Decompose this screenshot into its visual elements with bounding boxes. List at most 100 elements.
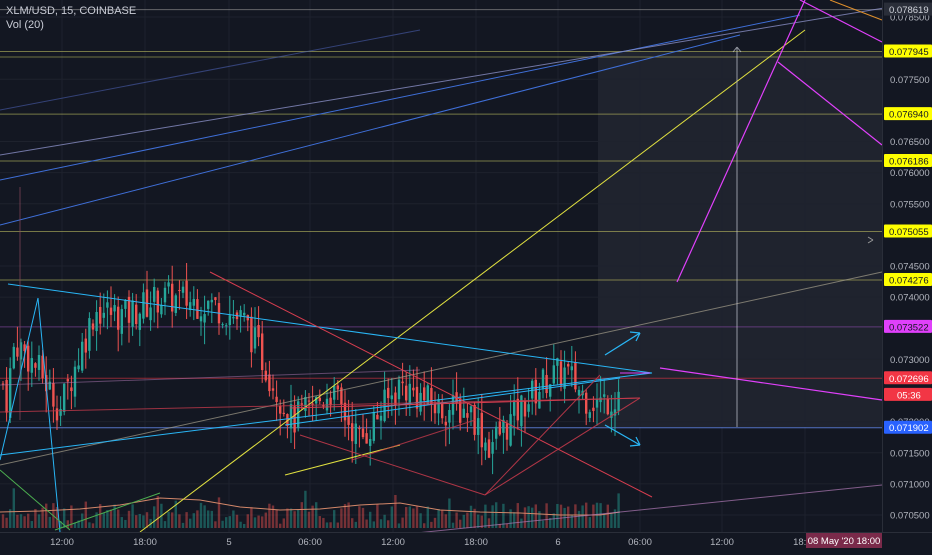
candle-body: [376, 414, 379, 420]
price-label-plain-bg: [884, 2, 932, 16]
trendline-red: [0, 397, 641, 413]
time-axis-tick: 12:00: [50, 537, 74, 548]
volume-bar: [84, 501, 87, 528]
candle-body: [81, 341, 84, 371]
price-axis-tick: 0.071500: [890, 448, 930, 459]
volume-bar: [473, 508, 476, 528]
candle-body: [311, 403, 314, 405]
candle-body: [271, 388, 275, 391]
volume-bar: [469, 505, 473, 528]
volume-bar: [131, 504, 134, 528]
volume-bar: [117, 509, 120, 528]
price-axis-panel: [883, 0, 932, 532]
volume-bar: [286, 508, 289, 528]
candle-body: [531, 380, 534, 399]
price-axis-tick: 0.073000: [890, 355, 930, 366]
candle-body: [66, 379, 69, 382]
candle-body: [606, 399, 609, 415]
price-level-label: 0.075055: [889, 227, 929, 238]
candle-body: [63, 383, 66, 412]
price-label-blue: 0.071902: [889, 423, 929, 434]
volume-bar: [318, 516, 321, 528]
candle-body: [599, 397, 602, 403]
candle-body: [23, 344, 26, 352]
candle-body: [99, 307, 102, 324]
volume-bar: [477, 514, 480, 528]
candle-body: [480, 412, 483, 448]
volume-bar: [185, 512, 188, 528]
price-label-plain: 0.078619: [889, 5, 929, 16]
volume-bar: [138, 513, 141, 528]
candle-body: [48, 381, 51, 390]
time-axis-tick: 18:00: [464, 537, 488, 548]
volume-bar: [203, 505, 206, 528]
candle-body: [73, 366, 77, 397]
candle-body: [491, 442, 494, 454]
candle-body: [203, 314, 206, 323]
volume-bar: [534, 504, 537, 528]
candle-body: [340, 387, 343, 405]
candle-body: [441, 402, 444, 419]
volume-bar: [99, 504, 102, 528]
candle-body: [160, 304, 163, 315]
candle-body: [451, 394, 455, 415]
candle-body: [275, 396, 278, 403]
volume-bar: [34, 509, 37, 528]
volume-bar: [163, 521, 167, 528]
candle-body: [405, 385, 408, 401]
candle-body: [549, 384, 552, 397]
volume-bar: [541, 520, 545, 528]
volume-bar: [153, 506, 156, 528]
volume-bar: [45, 503, 48, 528]
volume-bar: [592, 504, 595, 528]
trendline-lavender: [0, 0, 932, 156]
candle-body: [261, 333, 264, 371]
volume-bar: [419, 513, 422, 528]
volume-bar: [459, 519, 462, 528]
candle-body: [174, 295, 177, 313]
volume-bar: [390, 506, 393, 528]
arrow-down-cyan: [635, 436, 641, 446]
candle-body: [239, 310, 242, 317]
volume-indicator-legend[interactable]: Vol (20): [6, 19, 44, 31]
candle-body: [423, 387, 426, 401]
symbol-legend[interactable]: XLM/USD, 15, COINBASE: [6, 5, 137, 17]
volume-bar: [1, 514, 5, 528]
candle-body: [379, 415, 383, 421]
candle-body: [559, 361, 563, 386]
arrow-down-cyan: [604, 424, 641, 446]
price-axis-tick: 0.071000: [890, 479, 930, 490]
candle-body: [304, 396, 307, 411]
volume-bar: [397, 523, 401, 528]
volume-bar: [549, 517, 552, 528]
candle-body: [232, 317, 235, 319]
volume-bar: [12, 488, 15, 528]
volume-bar: [145, 512, 149, 528]
volume-bar: [142, 515, 145, 528]
volume-bar: [487, 518, 491, 528]
volume-bar: [527, 506, 530, 528]
candle-body: [318, 397, 321, 402]
volume-bar: [275, 509, 278, 528]
candle-body: [178, 290, 181, 292]
time-axis-tick: 5: [226, 537, 231, 548]
candle-body: [207, 300, 210, 309]
candle-body: [354, 423, 357, 444]
candle-body: [365, 433, 368, 444]
volume-bar: [451, 522, 455, 528]
candle-body: [55, 408, 59, 421]
candle-body: [106, 302, 109, 308]
volume-bar: [95, 512, 98, 528]
candle-body: [41, 355, 44, 379]
candle-body: [444, 421, 447, 426]
volume-bar: [253, 517, 257, 528]
time-axis-separator: [0, 532, 932, 533]
candle-body: [459, 398, 462, 423]
volume-bar: [369, 511, 372, 528]
volume-bar: [19, 514, 23, 528]
volume-bar: [387, 520, 390, 528]
candle-body: [394, 392, 397, 405]
volume-bar: [444, 514, 447, 528]
